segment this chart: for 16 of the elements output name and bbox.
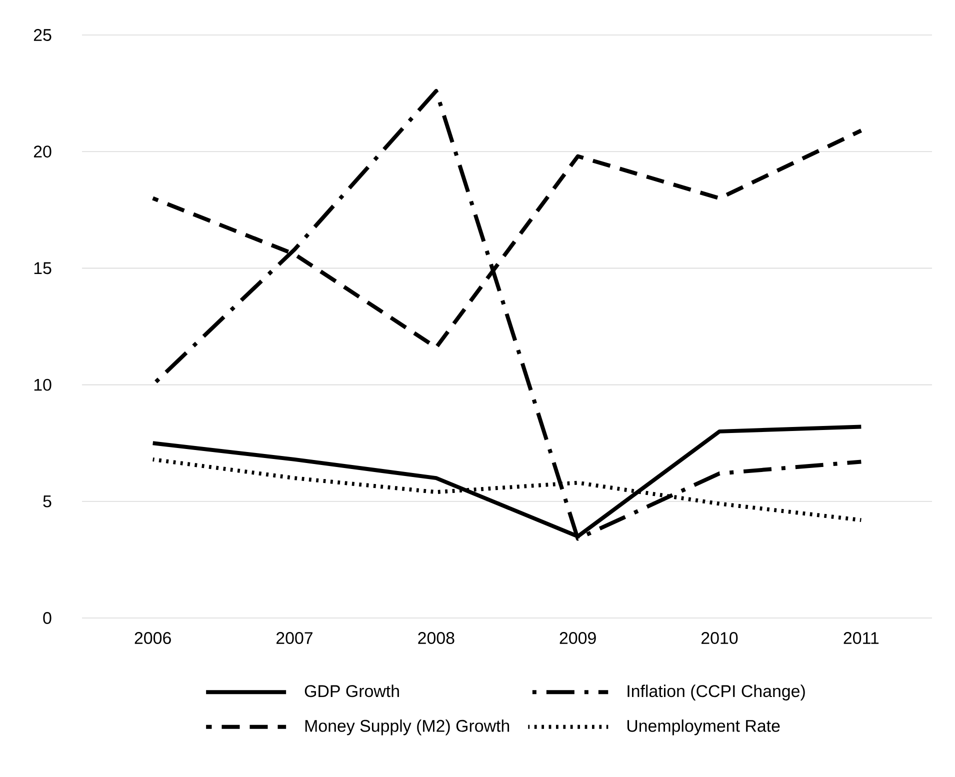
legend-label: Inflation (CCPI Change) [628, 684, 805, 700]
y-tick-label: 20 [34, 146, 52, 158]
y-tick-label: 15 [34, 262, 52, 274]
y-tick-label: 0 [43, 612, 52, 624]
y-tick-label: 25 [34, 29, 52, 41]
x-tick-label: 2011 [844, 632, 879, 644]
x-tick-label: 2007 [276, 632, 312, 644]
x-tick-label: 2006 [134, 632, 171, 644]
legend-label: GDP Growth [304, 684, 399, 698]
x-tick-label: 2008 [418, 632, 454, 644]
legend-label: Money Supply (M2) Growth [305, 719, 510, 736]
x-tick-label: 2009 [560, 632, 596, 644]
y-tick-label: 5 [43, 495, 52, 508]
legend-label: Unemployment Rate [627, 719, 780, 736]
y-tick-label: 10 [34, 378, 52, 391]
x-tick-label: 2010 [702, 632, 738, 644]
